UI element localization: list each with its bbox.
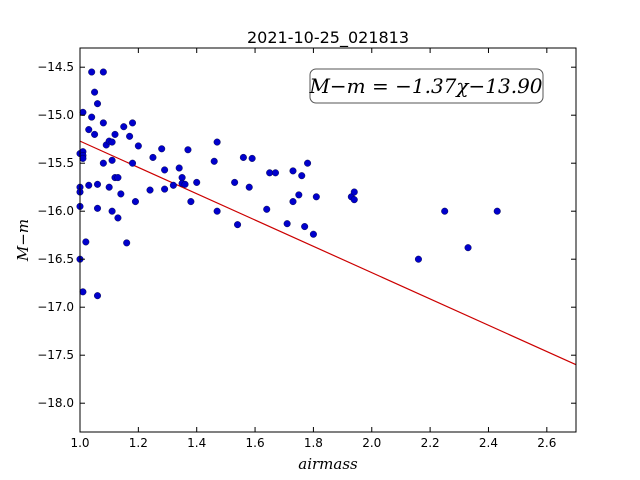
fit-annotation-box [309, 68, 544, 104]
data-point [99, 119, 107, 127]
data-point [111, 130, 119, 138]
data-point [94, 180, 102, 188]
data-point [88, 68, 96, 76]
data-point [289, 198, 297, 206]
y-tick-label: −18.0 [37, 396, 74, 410]
data-point [146, 186, 154, 194]
data-point [493, 207, 501, 215]
data-point [120, 123, 128, 131]
data-point [114, 174, 122, 182]
data-point [123, 239, 131, 247]
data-point [99, 68, 107, 76]
data-point [181, 180, 189, 188]
data-point [131, 198, 139, 206]
data-point [99, 159, 107, 167]
y-tick-label: −17.0 [37, 300, 74, 314]
data-point [245, 183, 253, 191]
data-point [85, 126, 93, 134]
data-point [79, 288, 87, 296]
data-point [175, 164, 183, 172]
x-tick-label: 2.2 [421, 436, 440, 450]
data-point [213, 138, 221, 146]
data-point [187, 198, 195, 206]
chart-title: 2021-10-25_021813 [247, 28, 409, 48]
data-point [91, 88, 99, 96]
data-point [134, 142, 142, 150]
x-tick-label: 1.4 [187, 436, 206, 450]
data-point [184, 146, 192, 154]
data-point [126, 132, 134, 140]
x-tick-label: 2.0 [362, 436, 381, 450]
data-point [309, 230, 317, 238]
data-point [263, 205, 271, 213]
data-point [161, 185, 169, 193]
y-tick-label: −16.5 [37, 252, 74, 266]
x-tick-label: 1.2 [129, 436, 148, 450]
y-tick-label: −17.5 [37, 348, 74, 362]
y-tick-label: −14.5 [37, 60, 74, 74]
plot-area [80, 48, 576, 432]
x-axis-label: airmass [298, 455, 358, 473]
data-point [266, 169, 274, 177]
fit-annotation-text: M−m = −1.37χ−13.90 [308, 74, 542, 98]
data-point [441, 207, 449, 215]
data-point [231, 178, 239, 186]
data-point [129, 119, 137, 127]
data-point [129, 159, 137, 167]
data-point [234, 221, 242, 229]
data-point [94, 292, 102, 300]
y-tick-label: −16.0 [37, 204, 74, 218]
y-tick-label: −15.5 [37, 156, 74, 170]
data-point [295, 191, 303, 199]
data-point [298, 172, 306, 180]
data-point [271, 169, 279, 177]
data-point [105, 183, 113, 191]
data-point [108, 138, 116, 146]
data-point [464, 244, 472, 252]
data-point [161, 166, 169, 174]
fit-line [79, 140, 577, 366]
x-tick-label: 1.6 [246, 436, 265, 450]
data-point [239, 153, 247, 161]
data-point [94, 100, 102, 108]
data-point [79, 154, 87, 162]
x-tick-label: 1.8 [304, 436, 323, 450]
data-point [94, 204, 102, 212]
data-point [158, 145, 166, 153]
data-point [114, 214, 122, 222]
data-point [85, 181, 93, 189]
data-point [82, 238, 90, 246]
data-point [91, 130, 99, 138]
data-point [213, 207, 221, 215]
data-point [210, 157, 218, 165]
data-point [289, 167, 297, 175]
data-point [108, 156, 116, 164]
y-tick-label: −15.0 [37, 108, 74, 122]
data-points-layer [76, 68, 501, 300]
data-point [248, 154, 256, 162]
data-point [283, 220, 291, 228]
data-point [350, 196, 358, 204]
data-point [414, 255, 422, 263]
x-axis-ticks: 1.0 1.2 1.4 1.6 1.8 2.0 2.2 2.4 2.6 [70, 48, 556, 450]
y-axis-ticks: −14.5 −15.0 −15.5 −16.0 −16.5 −17.0 −17.5 −18.0 [37, 60, 576, 410]
data-point [169, 181, 177, 189]
x-tick-label: 1.0 [70, 436, 89, 450]
data-point [350, 188, 358, 196]
y-axis-label: M−m [14, 219, 32, 262]
x-tick-label: 2.6 [537, 436, 556, 450]
fit-line-layer [79, 140, 577, 366]
data-point [79, 108, 87, 116]
data-point [301, 223, 309, 231]
data-point [304, 159, 312, 167]
plot-frame [79, 47, 577, 433]
data-point [117, 190, 125, 198]
data-point [312, 193, 320, 201]
data-point [88, 113, 96, 121]
data-point [149, 153, 157, 161]
data-point [193, 178, 201, 186]
data-point [108, 207, 116, 215]
x-tick-label: 2.4 [479, 436, 498, 450]
